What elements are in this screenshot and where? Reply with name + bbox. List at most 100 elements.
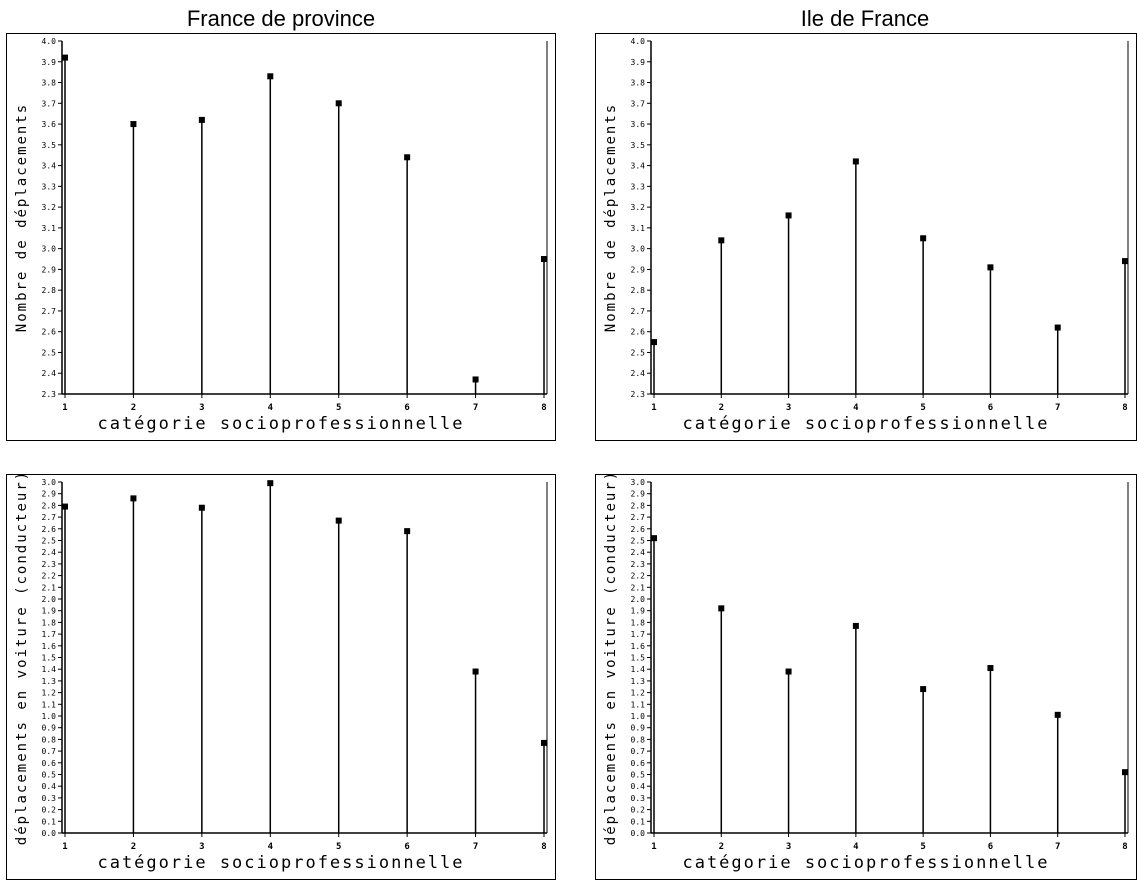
y-tick-label: 2.4 (631, 548, 646, 557)
y-axis-label: Nombre de déplacements (603, 103, 619, 332)
y-tick-label: 3.4 (631, 162, 646, 171)
x-tick-label: 7 (473, 842, 478, 852)
x-tick-label: 3 (199, 842, 204, 852)
x-tick-label: 2 (719, 403, 724, 413)
y-tick-label: 1.6 (631, 642, 646, 651)
y-tick-label: 3.3 (631, 182, 646, 191)
data-point (1122, 769, 1128, 776)
x-tick-label: 5 (920, 403, 925, 413)
data-point (920, 235, 927, 242)
chart-plot-bottom-right: 0.0 0.1 0.2 0.3 0.4 0.5 0.6 0.7 0.8 0.9 1.0 1.1 1.2 1… (603, 475, 1129, 852)
data-point (1054, 324, 1061, 331)
y-tick-label: 2.2 (42, 572, 57, 581)
y-tick-label: 2.6 (631, 328, 646, 337)
data-point (718, 605, 725, 612)
x-tick-label: 4 (853, 842, 859, 852)
data-point (62, 54, 68, 61)
x-tick-label: 6 (404, 403, 409, 413)
y-tick-label: 1.8 (42, 618, 57, 627)
y-tick-label: 3.0 (42, 245, 57, 254)
x-tick-label: 2 (131, 842, 136, 852)
y-tick-label: 2.3 (42, 560, 57, 569)
y-tick-label: 2.7 (631, 513, 646, 522)
y-tick-label: 2.8 (42, 501, 57, 510)
y-tick-label: 2.4 (42, 369, 57, 378)
data-point (987, 264, 994, 271)
y-tick-label: 2.7 (42, 307, 57, 316)
y-tick-label: 2.7 (631, 307, 646, 316)
y-tick-label: 3.0 (631, 245, 646, 254)
y-tick-label: 1.6 (42, 642, 57, 651)
chart-panel-bottom-left: 0.0 0.1 0.2 0.3 0.4 0.5 0.6 0.7 0.8 0.9 1.0 1.1 1.2 1… (6, 474, 556, 880)
y-tick-label: 3.5 (631, 141, 646, 150)
y-tick-label: 1.2 (631, 689, 646, 698)
y-tick-label: 2.5 (631, 537, 646, 546)
y-tick-label: 0.9 (631, 724, 646, 733)
y-tick-label: 1.9 (42, 607, 57, 616)
y-tick-label: 2.3 (631, 390, 646, 399)
chart-panel-top-right: 2.3 2.4 2.5 2.6 2.7 2.8 2.9 3.0 3.1 3.2 3.3 3.4 3.5 3… (595, 33, 1137, 441)
data-point (198, 504, 205, 511)
y-tick-label: 0.2 (631, 806, 646, 815)
y-tick-label: 0.6 (42, 759, 57, 768)
x-tick-label: 6 (404, 842, 409, 852)
y-tick-label: 3.0 (42, 478, 57, 487)
data-point (1054, 711, 1061, 718)
y-tick-label: 2.9 (631, 265, 646, 274)
y-tick-label: 0.1 (631, 817, 646, 826)
data-point (130, 121, 137, 128)
y-tick-label: 0.9 (42, 724, 57, 733)
column-title-left: France de province (186, 6, 376, 31)
x-tick-label: 5 (920, 842, 925, 852)
data-point (541, 739, 547, 746)
x-tick-label: 5 (336, 403, 341, 413)
data-point (651, 535, 657, 542)
y-tick-label: 1.2 (42, 689, 57, 698)
data-point (987, 665, 994, 672)
data-point (1122, 258, 1128, 265)
y-tick-label: 2.5 (631, 348, 646, 357)
y-tick-label: 1.1 (631, 700, 646, 709)
data-point (651, 339, 657, 346)
y-tick-label: 2.5 (42, 348, 57, 357)
chart-plot-top-right: 2.3 2.4 2.5 2.6 2.7 2.8 2.9 3.0 3.1 3.2 3.3 3.4 3.5 3… (603, 37, 1129, 413)
y-tick-label: 1.4 (42, 665, 57, 674)
x-tick-label: 6 (988, 842, 993, 852)
y-tick-label: 2.4 (42, 548, 57, 557)
x-tick-label: 7 (1055, 403, 1060, 413)
y-tick-label: 4.0 (42, 37, 57, 46)
x-tick-label: 8 (1122, 403, 1127, 413)
y-tick-label: 3.8 (42, 79, 57, 88)
y-tick-label: 2.1 (42, 583, 57, 592)
y-tick-label: 3.7 (631, 99, 646, 108)
y-tick-label: 1.5 (631, 654, 646, 663)
y-tick-label: 3.9 (631, 58, 646, 67)
y-tick-label: 1.7 (631, 630, 646, 639)
y-axis-label: Nombre de déplacements (14, 103, 30, 332)
data-point (472, 376, 479, 383)
y-tick-label: 0.7 (42, 747, 57, 756)
x-tick-label: 4 (853, 403, 859, 413)
y-tick-label: 2.0 (631, 595, 646, 604)
x-tick-label: 4 (268, 403, 274, 413)
y-tick-label: 2.8 (631, 286, 646, 295)
x-tick-label: 1 (651, 842, 656, 852)
data-point (404, 154, 411, 161)
x-tick-label: 3 (786, 403, 791, 413)
y-tick-label: 0.1 (42, 817, 57, 826)
y-tick-label: 3.2 (631, 203, 646, 212)
data-point (920, 686, 927, 693)
x-axis-label: catégorie socioprofessionnelle (97, 414, 465, 434)
y-tick-label: 0.8 (42, 735, 57, 744)
y-tick-label: 3.5 (42, 141, 57, 150)
data-point (267, 73, 274, 80)
y-tick-label: 1.3 (631, 677, 646, 686)
y-tick-label: 0.5 (42, 771, 57, 780)
y-tick-label: 1.5 (42, 654, 57, 663)
y-tick-label: 2.6 (42, 328, 57, 337)
y-tick-label: 2.3 (42, 390, 57, 399)
y-tick-label: 3.7 (42, 99, 57, 108)
x-tick-label: 6 (988, 403, 993, 413)
y-tick-label: 1.9 (631, 607, 646, 616)
data-point (198, 116, 205, 123)
